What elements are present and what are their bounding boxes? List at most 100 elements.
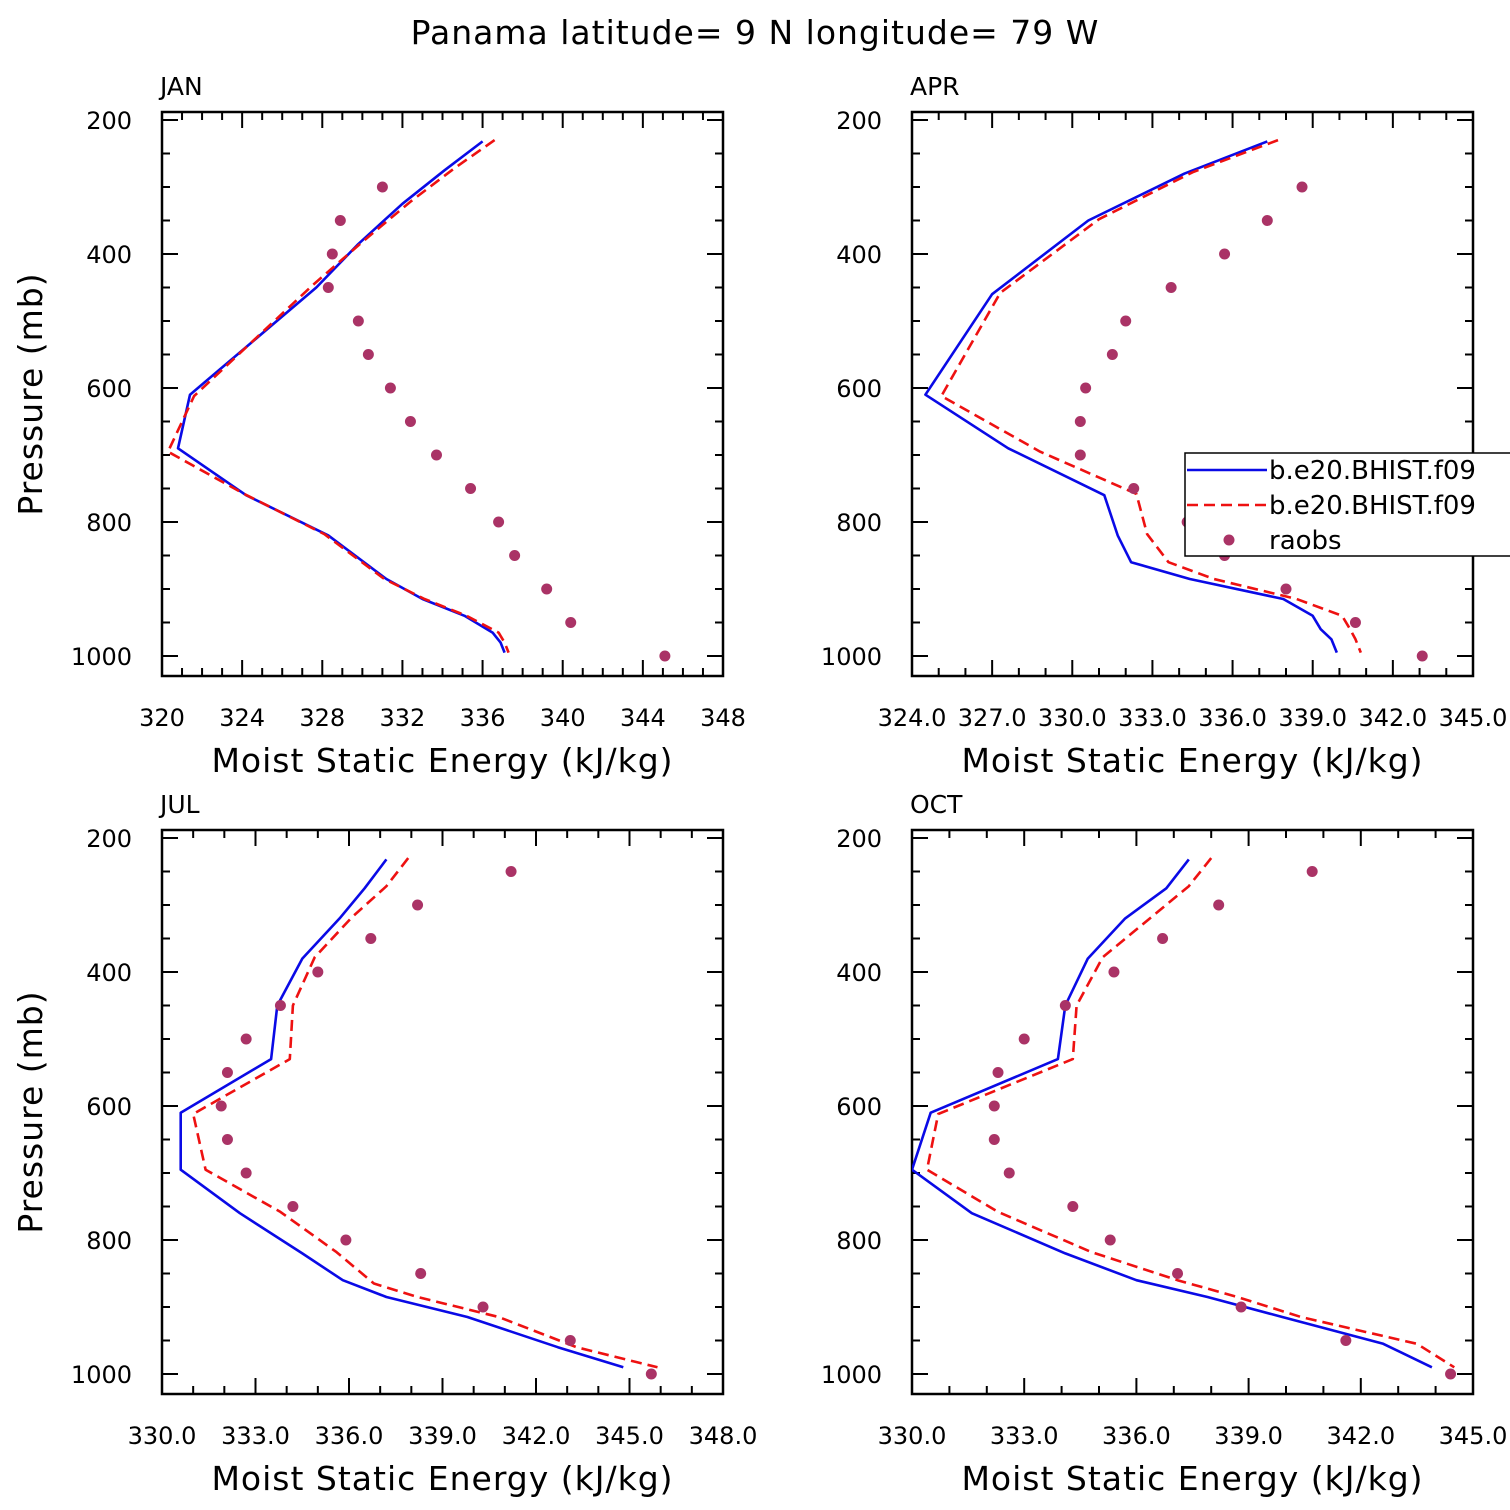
legend-label: b.e20.BHIST.f09: [1269, 491, 1476, 521]
raobs-point: [404, 416, 416, 427]
panel-oct: OCT 200 400 600 800 1000 330.0 333.0 336.0 339.0 3…: [821, 790, 1507, 1498]
legend: b.e20.BHIST.f09 b.e20.BHIST.f09 raobs: [1184, 452, 1510, 557]
raobs-point: [992, 1067, 1004, 1078]
raobs-point: [1296, 181, 1308, 193]
panel-jul: JUL 200 400 600 800 1000 330.0 333.0 336.0 339.0 3…: [11, 790, 757, 1498]
x-axis-label: Moist Static Energy (kJ/kg): [211, 741, 673, 780]
x-tick-label: 324: [219, 704, 265, 732]
series-solid-line: [912, 858, 1433, 1369]
y-axis-label: Pressure (mb): [11, 272, 50, 515]
data-area: [912, 857, 1457, 1380]
raobs-point: [541, 583, 553, 595]
y-tick-label: 200: [86, 825, 132, 853]
x-axis-label: Moist Static Energy (kJ/kg): [961, 1459, 1423, 1498]
legend-label: raobs: [1269, 526, 1342, 556]
legend-raobs-marker: [1223, 534, 1235, 546]
raobs-point: [645, 1368, 657, 1380]
panel-apr: APR 200 400 600 800 1000 324.0 327.0 330.0 333.0 3…: [821, 72, 1507, 780]
raobs-point: [1306, 866, 1318, 877]
raobs-point: [415, 1268, 427, 1279]
y-tick-label: 800: [86, 1227, 132, 1255]
raobs-point: [1018, 1033, 1030, 1045]
x-tick-label: 339.0: [1214, 1422, 1283, 1450]
x-tick-label: 342.0: [502, 1422, 571, 1450]
raobs-point: [1080, 382, 1092, 394]
y-tick-label: 400: [836, 241, 882, 269]
x-tick-label: 330.0: [878, 1422, 947, 1450]
raobs-point: [509, 550, 521, 561]
raobs-point: [215, 1100, 227, 1112]
y-tick-label: 400: [86, 241, 132, 269]
raobs-point: [240, 1167, 252, 1179]
y-tick-label: 200: [86, 107, 132, 135]
y-tick-label: 800: [86, 509, 132, 537]
x-tick-label: 348: [700, 704, 746, 732]
series-dashed-line: [940, 138, 1363, 654]
y-tick-label: 200: [836, 825, 882, 853]
raobs-point: [659, 650, 671, 662]
raobs-point: [477, 1301, 489, 1313]
y-tick-label: 600: [836, 375, 882, 403]
x-tick-label: 339.0: [1278, 704, 1347, 732]
x-tick-label: 330.0: [128, 1422, 197, 1450]
raobs-point: [312, 966, 324, 978]
data-area: [924, 138, 1428, 662]
raobs-point: [1172, 1268, 1184, 1279]
raobs-point: [565, 617, 577, 628]
raobs-point: [274, 1000, 286, 1011]
raobs-point: [412, 899, 424, 911]
x-tick-label: 348.0: [689, 1422, 758, 1450]
figure-title: Panama latitude= 9 N longitude= 79 W: [411, 13, 1100, 52]
raobs-point: [564, 1335, 576, 1346]
series-dashed-line: [925, 857, 1455, 1369]
raobs-point: [362, 349, 374, 360]
raobs-point: [1165, 282, 1177, 293]
raobs-point: [1120, 315, 1132, 327]
series-solid-line: [179, 858, 624, 1369]
raobs-point: [334, 215, 346, 226]
y-tick-label: 600: [836, 1093, 882, 1121]
x-tick-label: 330.0: [1038, 704, 1107, 732]
raobs-point: [221, 1134, 233, 1145]
raobs-point: [1235, 1301, 1247, 1313]
raobs-point: [1059, 1000, 1071, 1011]
y-tick-label: 1000: [71, 643, 132, 671]
x-tick-label: 345.0: [1439, 1422, 1508, 1450]
raobs-point: [430, 449, 442, 461]
data-area: [166, 139, 671, 662]
x-tick-label: 333.0: [1118, 704, 1187, 732]
x-tick-label: 342.0: [1358, 704, 1427, 732]
raobs-point: [1157, 933, 1169, 944]
y-tick-label: 1000: [821, 1361, 882, 1389]
x-tick-label: 332: [380, 704, 426, 732]
y-tick-label: 600: [86, 375, 132, 403]
raobs-point: [1340, 1335, 1352, 1346]
panel-label: OCT: [910, 790, 963, 819]
plot-frame: [160, 828, 725, 1396]
raobs-point: [1416, 650, 1428, 662]
raobs-point: [221, 1067, 233, 1078]
raobs-point: [240, 1033, 252, 1045]
panel-label: APR: [910, 72, 960, 101]
raobs-point: [1128, 483, 1140, 494]
raobs-point: [1003, 1167, 1015, 1179]
y-tick-label: 800: [836, 509, 882, 537]
y-tick-label: 400: [86, 959, 132, 987]
series-dashed-line: [166, 139, 510, 654]
x-tick-label: 345.0: [595, 1422, 664, 1450]
x-tick-label: 340: [540, 704, 586, 732]
raobs-point: [340, 1234, 352, 1246]
x-tick-label: 320: [139, 704, 185, 732]
raobs-point: [988, 1100, 1000, 1112]
plot-frame: [910, 828, 1475, 1396]
raobs-point: [988, 1134, 1000, 1145]
raobs-point: [1219, 248, 1231, 260]
x-tick-label: 328: [299, 704, 345, 732]
raobs-point: [384, 382, 396, 394]
y-axis-label: Pressure (mb): [11, 990, 50, 1233]
raobs-point: [1106, 349, 1118, 360]
x-tick-label: 339.0: [408, 1422, 477, 1450]
raobs-point: [1104, 1234, 1116, 1246]
x-axis-label: Moist Static Energy (kJ/kg): [211, 1459, 673, 1498]
x-tick-label: 324.0: [878, 704, 947, 732]
